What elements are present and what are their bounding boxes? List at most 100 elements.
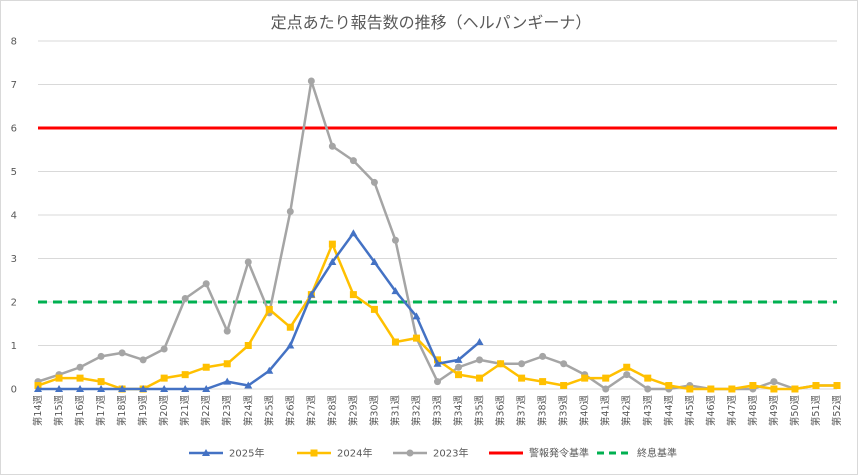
data-point	[244, 381, 253, 389]
x-tick-label: 第46週	[705, 395, 717, 427]
data-point	[475, 338, 484, 346]
legend: 2025年 2024年 2023年 警報発令基準 終息基準	[189, 447, 677, 460]
data-point	[518, 374, 526, 382]
y-tick-label: 7	[11, 80, 17, 91]
data-point	[455, 371, 463, 379]
data-point	[181, 371, 189, 379]
data-point	[34, 385, 42, 392]
x-tick-label: 第45週	[684, 395, 696, 427]
data-point	[76, 374, 84, 382]
data-point	[644, 385, 652, 393]
data-point	[770, 385, 778, 393]
x-tick-label: 第25週	[263, 395, 275, 427]
data-point	[181, 295, 189, 303]
data-point	[328, 257, 337, 265]
data-point	[349, 229, 358, 237]
data-point	[644, 374, 652, 382]
x-tick-label: 第23週	[221, 395, 233, 427]
data-point	[97, 352, 105, 360]
data-point	[665, 382, 673, 390]
x-tick-label: 第32週	[410, 395, 422, 427]
data-point	[623, 371, 631, 379]
data-point	[223, 377, 232, 385]
x-tick-label: 第28週	[326, 395, 338, 427]
x-tick-label: 第34週	[453, 395, 465, 427]
x-tick-label: 第40週	[579, 395, 591, 427]
data-point	[349, 157, 357, 165]
y-tick-label: 2	[11, 298, 17, 309]
x-tick-label: 第14週	[32, 395, 44, 427]
x-tick-label: 第17週	[95, 395, 107, 427]
data-point	[391, 236, 399, 244]
data-point	[749, 382, 757, 390]
data-point	[223, 360, 231, 368]
data-point	[265, 366, 274, 374]
data-point	[181, 385, 190, 392]
data-point	[412, 312, 421, 320]
legend-item: 2024年	[297, 447, 372, 460]
data-point	[370, 257, 379, 265]
data-point	[770, 378, 778, 386]
x-axis-ticks: 第14週 第15週 第16週 第17週 第18週 第19週 第20週 第21週 第22週 第23週…	[32, 395, 843, 427]
data-point	[412, 334, 420, 342]
data-point	[97, 385, 106, 392]
data-point	[728, 385, 736, 393]
data-point	[223, 327, 231, 335]
series-2024年	[34, 240, 841, 393]
data-point	[539, 378, 547, 386]
x-tick-label: 第49週	[768, 395, 780, 427]
series-line	[37, 242, 837, 391]
x-tick-label: 第41週	[600, 395, 612, 427]
gridlines	[38, 40, 837, 390]
data-point	[370, 305, 378, 313]
series-line	[38, 232, 481, 391]
data-point	[139, 385, 148, 392]
legend-item: 2023年	[393, 447, 468, 460]
data-point	[434, 378, 441, 386]
data-point	[328, 240, 336, 248]
data-point	[623, 363, 631, 371]
legend-label: 2025年	[229, 447, 264, 460]
x-tick-label: 第31週	[389, 395, 401, 427]
data-point	[476, 374, 484, 382]
series-lines	[34, 77, 841, 393]
data-point	[328, 142, 336, 150]
data-point	[160, 345, 168, 353]
data-point	[433, 359, 442, 367]
x-tick-label: 第52週	[831, 395, 843, 427]
x-tick-label: 第22週	[200, 395, 212, 427]
y-tick-label: 5	[11, 167, 17, 178]
x-tick-label: 第50週	[789, 395, 801, 427]
y-tick-label: 1	[11, 341, 17, 352]
x-tick-label: 第47週	[726, 395, 738, 427]
data-point	[455, 363, 463, 371]
legend-label: 2024年	[337, 447, 372, 460]
x-tick-label: 第37週	[516, 395, 528, 427]
y-axis-ticks: 0 1 2 3 4 5 6 7 8	[11, 37, 17, 396]
x-tick-label: 第24週	[242, 395, 254, 427]
data-point	[244, 342, 252, 349]
data-point	[307, 77, 315, 85]
data-point	[391, 338, 399, 346]
data-point	[97, 378, 105, 386]
data-point	[202, 449, 210, 456]
x-tick-label: 第26週	[284, 395, 296, 427]
x-tick-label: 第43週	[642, 395, 654, 427]
legend-label: 警報発令基準	[529, 447, 589, 460]
x-tick-label: 第35週	[474, 395, 486, 427]
data-point	[349, 291, 357, 299]
data-point	[560, 360, 568, 368]
x-tick-label: 第51週	[810, 395, 822, 427]
x-tick-label: 第27週	[305, 395, 317, 427]
reference-lines	[38, 126, 837, 304]
data-point	[602, 385, 610, 393]
data-point	[686, 385, 694, 393]
y-tick-label: 6	[11, 124, 17, 135]
data-point	[244, 258, 252, 266]
y-tick-label: 3	[11, 254, 17, 265]
data-point	[202, 280, 210, 288]
x-tick-label: 第21週	[179, 395, 191, 427]
x-tick-label: 第15週	[53, 395, 65, 427]
legend-label: 2023年	[433, 447, 468, 460]
data-point	[791, 385, 799, 393]
